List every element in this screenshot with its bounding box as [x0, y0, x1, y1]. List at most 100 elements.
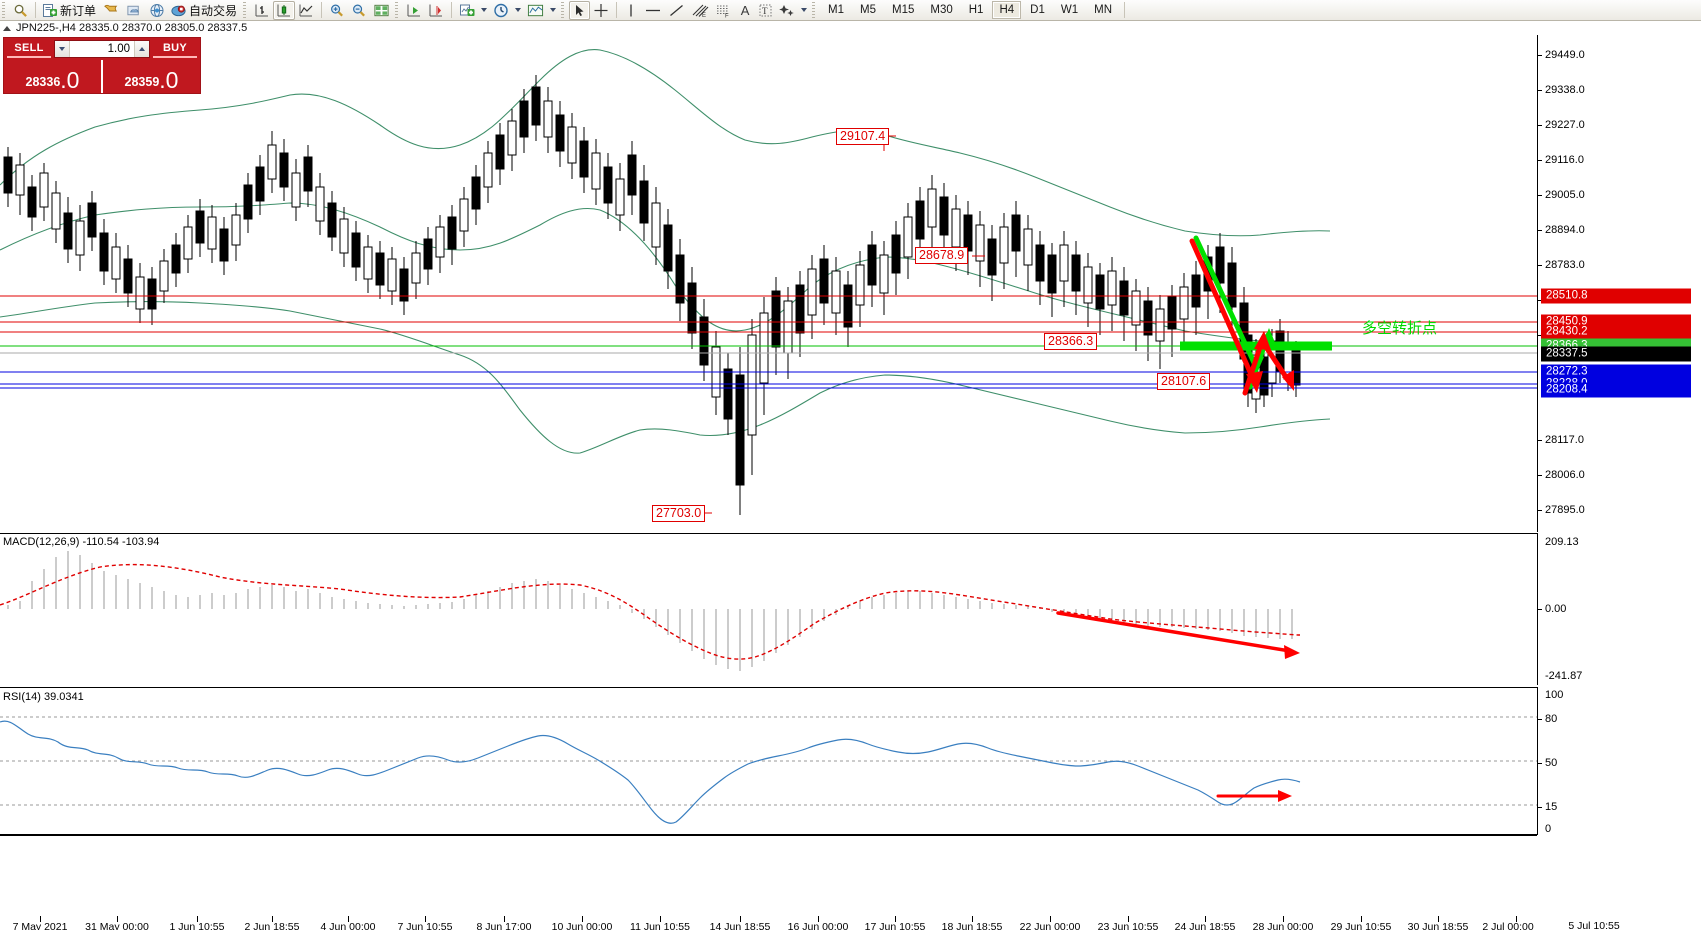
macd-axis[interactable]: 209.13 0.00 -241.87 — [1537, 533, 1701, 685]
chevron-down-icon — [59, 47, 65, 51]
globe-icon-button[interactable] — [146, 1, 168, 20]
price-annotation-28678[interactable]: 28678.9 — [915, 247, 969, 264]
macd-histogram — [7, 551, 1293, 671]
toolbar-grip-1[interactable] — [1, 1, 8, 19]
price-annotation-29107[interactable]: 29107.4 — [836, 128, 890, 145]
timeframe-h1[interactable]: H1 — [968, 4, 984, 16]
chevron-up-icon — [139, 47, 145, 51]
text-a-icon-button[interactable]: A — [740, 2, 750, 18]
timeframe-m1[interactable]: M1 — [828, 4, 845, 16]
price-chip-28430[interactable]: 28430.2 — [1541, 324, 1691, 340]
price-tick-28894: 28894.0 — [1545, 224, 1585, 236]
macd-tick-min: -241.87 — [1545, 670, 1583, 682]
grid-icon-button[interactable] — [370, 1, 393, 20]
sell-price-main: 28336 — [25, 75, 61, 89]
price-annotation-28366[interactable]: 28366.3 — [1044, 333, 1098, 350]
price-chart-canvas — [0, 49, 1537, 515]
sell-button[interactable]: SELL — [7, 41, 51, 58]
sell-price-frac: .0 — [60, 67, 80, 93]
rsi-axis-border — [1537, 687, 1538, 835]
cloud-icon-button[interactable] — [123, 1, 146, 20]
price-annotation-28107[interactable]: 28107.6 — [1157, 373, 1211, 390]
price-chip-28208[interactable]: 28208.4 — [1541, 382, 1691, 398]
shapes-icon-button[interactable] — [776, 1, 798, 20]
price-chart-pane[interactable]: 29107.4 28678.9 28366.3 28107.6 27703.0 … — [0, 35, 1537, 532]
algo-trading-button[interactable]: 自动交易 — [168, 1, 241, 20]
zoom-out-icon-button[interactable] — [348, 1, 370, 20]
chart-shift-icon-button[interactable] — [425, 1, 447, 20]
price-tick-29116: 29116.0 — [1545, 154, 1584, 166]
new-order-label: 新订单 — [60, 3, 97, 18]
price-chip-28272[interactable]: 28272.3 — [1541, 364, 1691, 380]
rsi-tick-100: 100 — [1545, 689, 1564, 701]
timeframe-w1[interactable]: W1 — [1060, 4, 1079, 16]
price-annotation-27703[interactable]: 27703.0 — [652, 505, 706, 522]
crosshair-icon-button[interactable] — [590, 1, 612, 20]
trade-panel-prices: 28336.0 28359.0 — [4, 60, 200, 93]
zoom-in-icon-button[interactable] — [326, 1, 348, 20]
cursor-icon-button[interactable] — [569, 0, 591, 20]
templates-chevron-down-icon[interactable] — [550, 8, 557, 12]
horizontal-line-icon-button[interactable] — [641, 1, 665, 20]
toolbar-separator-e — [1124, 2, 1125, 18]
sell-price[interactable]: 28336.0 — [4, 60, 103, 93]
one-click-trading-panel[interactable]: SELL 1.00 BUY 28336.0 28359.0 — [3, 37, 201, 94]
templates-dropdown[interactable] — [524, 1, 559, 20]
price-chip-28510[interactable]: 28510.8 — [1541, 288, 1691, 304]
timeframe-mn[interactable]: MN — [1094, 4, 1112, 16]
toolbar-separator-c — [451, 2, 453, 18]
scroll-icon-button[interactable] — [100, 1, 123, 20]
main-toolbar: 新订单 自动交易 — [0, 0, 1701, 21]
timeframe-d1[interactable]: D1 — [1030, 4, 1045, 16]
fibonacci-icon-button[interactable]: F — [712, 1, 735, 20]
rsi-pane[interactable]: RSI(14) 39.0341 — [0, 687, 1537, 835]
chart-marker-triangle-icon — [3, 25, 11, 31]
template-icon-button[interactable] — [524, 1, 547, 20]
volume-increase-button[interactable] — [134, 41, 149, 57]
timeframe-m5[interactable]: M5 — [860, 4, 876, 16]
clock-icon-button[interactable] — [490, 1, 512, 20]
vertical-line-icon-button[interactable] — [621, 1, 641, 20]
rsi-gridlines — [0, 716, 1537, 806]
price-axis-border — [1537, 35, 1538, 532]
period-dropdown[interactable] — [490, 1, 524, 20]
toolbar-grip-2[interactable] — [242, 1, 250, 19]
trade-panel-top-row: SELL 1.00 BUY — [4, 38, 200, 60]
toolbar-grip-3[interactable] — [394, 1, 402, 19]
toolbar-grip-5[interactable] — [811, 1, 819, 19]
timeframe-m30[interactable]: M30 — [930, 4, 953, 16]
buy-button[interactable]: BUY — [153, 41, 197, 58]
macd-top-border — [0, 533, 1537, 534]
toolbar-grip-4[interactable] — [560, 1, 568, 19]
add-indicator-icon-button[interactable] — [456, 1, 478, 20]
add-indicator-dropdown[interactable] — [456, 1, 490, 20]
volume-input[interactable]: 1.00 — [107, 43, 130, 55]
period-chevron-down-icon[interactable] — [515, 8, 522, 12]
auto-scroll-icon-button[interactable] — [403, 1, 425, 20]
new-order-button[interactable]: 新订单 — [40, 1, 100, 20]
bar-chart-icon-button[interactable] — [251, 1, 273, 20]
price-axis[interactable]: 29449.0 29338.0 29227.0 29116.0 29005.0 … — [1537, 35, 1701, 532]
toolbar-separator-d — [616, 2, 618, 18]
price-chip-current[interactable]: 28337.5 — [1541, 346, 1691, 362]
text-label-icon-button[interactable]: T — [755, 1, 776, 20]
volume-stepper[interactable]: 1.00 — [54, 40, 150, 58]
shapes-dropdown[interactable] — [776, 1, 810, 20]
timeframe-h4[interactable]: H4 — [992, 1, 1022, 19]
trendline-icon-button[interactable] — [665, 1, 688, 20]
timeframe-m15[interactable]: M15 — [892, 4, 915, 16]
shapes-chevron-down-icon[interactable] — [801, 8, 808, 12]
equidistant-channel-icon-button[interactable]: E — [688, 1, 712, 20]
line-chart-icon-button[interactable] — [295, 1, 317, 20]
rsi-axis[interactable]: 100 80 50 15 0 — [1537, 687, 1701, 835]
macd-pane[interactable]: MACD(12,26,9) -110.54 -103.94 — [0, 533, 1537, 685]
time-axis[interactable]: 7 May 2021 31 May 00:00 1 Jun 10:55 2 Ju… — [0, 835, 1537, 938]
candlestick-icon-button[interactable] — [273, 0, 296, 20]
search-icon-button[interactable] — [10, 1, 31, 20]
add-indicator-chevron-down-icon[interactable] — [481, 8, 488, 12]
rsi-line — [0, 720, 1301, 824]
volume-decrease-button[interactable] — [55, 41, 70, 57]
drawn-chinese-note: 多空转折点 — [1362, 319, 1438, 337]
buy-price[interactable]: 28359.0 — [103, 60, 200, 93]
macd-drawn-red-arrow — [1056, 611, 1300, 659]
